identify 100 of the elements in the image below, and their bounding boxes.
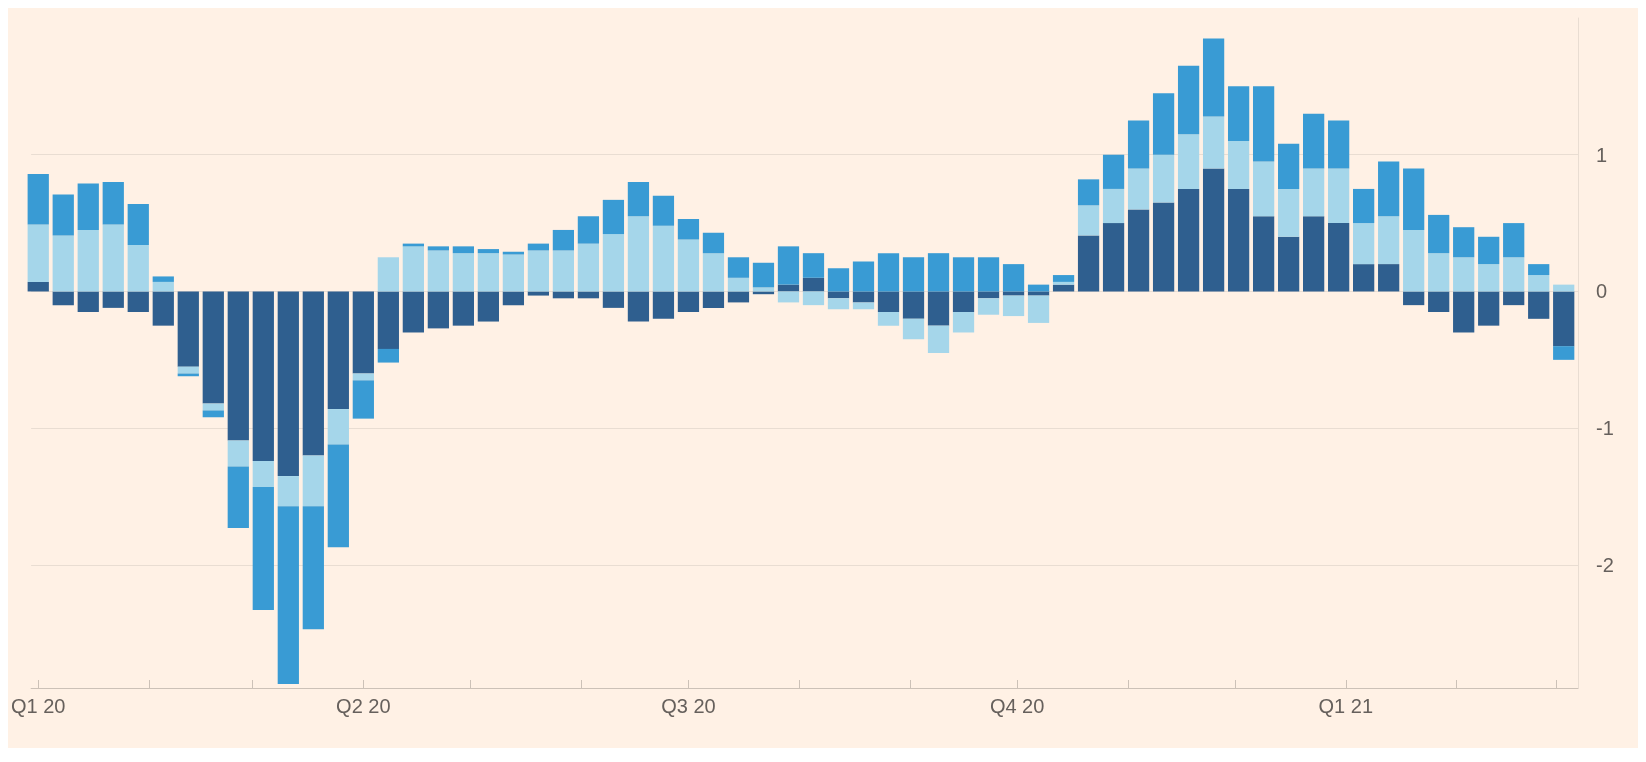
bar	[1303, 168, 1325, 217]
x-tick-label: Q3 20	[661, 695, 716, 717]
bar	[377, 291, 399, 349]
bar	[627, 216, 650, 292]
bar	[102, 291, 124, 308]
bar	[1428, 291, 1450, 312]
bar	[1177, 134, 1200, 189]
bar	[252, 461, 274, 487]
bar	[877, 311, 900, 326]
bar	[452, 253, 474, 292]
bar	[27, 224, 49, 282]
bar	[302, 455, 324, 507]
bar	[902, 291, 925, 319]
bar	[1252, 86, 1275, 162]
bar	[527, 250, 550, 292]
bar	[727, 291, 750, 303]
bar	[1177, 188, 1200, 292]
bar	[877, 253, 900, 292]
bar	[1453, 227, 1475, 258]
bar	[102, 182, 124, 225]
bar	[277, 291, 299, 477]
bar	[802, 277, 825, 292]
bar	[752, 287, 775, 292]
bar	[1102, 154, 1125, 189]
bar	[677, 291, 700, 312]
bar	[327, 444, 349, 548]
bar	[327, 291, 349, 410]
bar	[1227, 141, 1250, 189]
bar	[602, 291, 625, 308]
bar	[152, 276, 174, 282]
bar	[1553, 291, 1575, 347]
bar	[227, 291, 249, 441]
bar	[1278, 236, 1300, 292]
bar	[227, 466, 249, 529]
bar	[502, 291, 525, 306]
bar	[102, 224, 124, 292]
bar	[427, 291, 449, 329]
bar	[477, 291, 500, 322]
bar	[777, 291, 800, 303]
bar	[677, 219, 700, 240]
bar	[427, 246, 449, 251]
y-tick-label: 1	[1596, 143, 1608, 166]
bar	[252, 291, 274, 462]
bar	[1252, 161, 1275, 217]
bar	[1328, 223, 1350, 292]
bar	[952, 311, 975, 333]
bar	[627, 182, 650, 217]
bar	[252, 487, 274, 611]
bar	[1428, 214, 1450, 254]
bar	[1503, 223, 1525, 258]
bar	[452, 246, 474, 254]
bar	[677, 239, 700, 292]
bar	[952, 291, 975, 312]
bar	[1478, 236, 1500, 265]
bar	[977, 298, 1000, 315]
bar	[1177, 65, 1200, 135]
bar	[577, 243, 600, 292]
bar	[352, 291, 374, 374]
bar	[827, 298, 850, 310]
bar	[752, 291, 775, 295]
bar	[977, 257, 1000, 292]
bar	[1478, 264, 1500, 292]
bar	[1252, 216, 1275, 292]
bar	[802, 253, 825, 278]
bar	[352, 380, 374, 419]
bar	[452, 291, 474, 326]
bar	[1202, 116, 1225, 169]
bar	[977, 291, 1000, 299]
bar	[1353, 188, 1375, 224]
bar	[1002, 264, 1025, 292]
bar	[52, 194, 74, 236]
bar	[852, 291, 875, 303]
bar	[552, 291, 575, 299]
bar	[852, 261, 875, 292]
bar	[602, 199, 625, 235]
bar	[902, 318, 925, 340]
bar	[827, 291, 850, 299]
y-tick-label: -2	[1596, 553, 1614, 576]
bar	[152, 281, 174, 292]
y-tick-label: 0	[1596, 280, 1608, 303]
bar	[1127, 120, 1150, 169]
bar	[652, 291, 675, 319]
bar	[77, 229, 99, 292]
bar	[52, 291, 74, 306]
bar	[302, 291, 324, 456]
bar	[1378, 216, 1400, 265]
bar	[1353, 264, 1375, 292]
bar	[1378, 264, 1400, 292]
bar	[1227, 188, 1250, 292]
bar	[1227, 86, 1250, 142]
bar	[852, 302, 875, 310]
bar	[1152, 154, 1175, 203]
bar	[702, 253, 725, 292]
bar	[202, 291, 224, 404]
bar	[1528, 291, 1550, 319]
bar	[377, 348, 399, 363]
bar	[1152, 202, 1175, 292]
x-tick-label: Q2 20	[336, 695, 391, 717]
bar	[302, 506, 324, 630]
bar	[27, 281, 49, 292]
